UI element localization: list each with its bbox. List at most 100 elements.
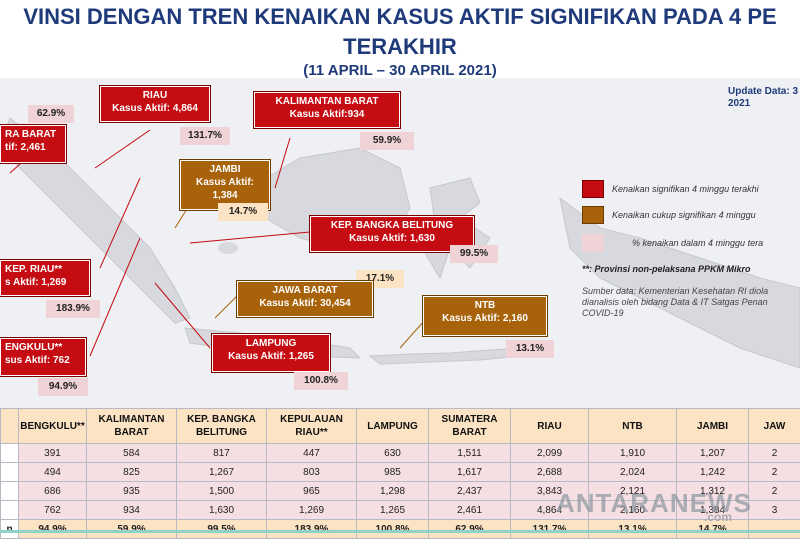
title-line-2: TERAKHIR [0, 34, 800, 60]
callout-lampung: LAMPUNG Kasus Aktif: 1,265 [212, 334, 330, 372]
legend-pink-swatch [582, 234, 604, 252]
table-cell: 1,298 [357, 482, 429, 501]
table-cell: 2 [749, 482, 800, 501]
watermark-sub: .com [704, 510, 732, 524]
table-header-cell: KALIMANTAN BARAT [87, 409, 177, 444]
table-cell [1, 501, 19, 520]
table-cell: 935 [87, 482, 177, 501]
callout-ntb: NTB Kasus Aktif: 2,160 [423, 296, 547, 336]
table-cell: 584 [87, 444, 177, 463]
source-line-3: COVID-19 [582, 308, 768, 319]
callout-sumbar-name: RA BARAT [5, 128, 61, 141]
callout-kalbar-value: Kasus Aktif:934 [259, 108, 395, 121]
table-cell: 1,500 [177, 482, 267, 501]
callout-ntb-value: Kasus Aktif: 2,160 [428, 312, 542, 325]
callout-sumbar: RA BARAT tif: 2,461 [0, 125, 66, 163]
callout-kepri-name: KEP. RIAU** [5, 263, 85, 276]
pct-ntb: 13.1% [506, 340, 554, 358]
callout-bengkulu-name: ENGKULU** [5, 341, 81, 354]
table-cell: 686 [19, 482, 87, 501]
legend-brown-swatch [582, 206, 604, 224]
table-cell: 1,617 [429, 463, 511, 482]
table-cell: 965 [267, 482, 357, 501]
table-cell: 934 [87, 501, 177, 520]
table-cell [1, 463, 19, 482]
update-year: 2021 [728, 98, 798, 110]
table-cell: 2 [749, 444, 800, 463]
table-cell: 94.9% [19, 520, 87, 539]
callout-lampung-name: LAMPUNG [217, 337, 325, 350]
source-line-1: Sumber data: Kementerian Kesehatan RI di… [582, 286, 768, 297]
callout-kepri-value: s Aktif: 1,269 [5, 276, 85, 289]
callout-jambi-value1: Kasus Aktif: [185, 176, 265, 189]
callout-bengkulu-value: sus Aktif: 762 [5, 354, 81, 367]
update-label: Update Data: 3 [728, 86, 798, 98]
source-line-2: dianalisis oleh bidang Data & IT Satgas … [582, 297, 768, 308]
pct-bengkulu: 94.9% [38, 378, 88, 396]
table-cell: 2,437 [429, 482, 511, 501]
callout-riau-name: RIAU [105, 89, 205, 102]
callout-ntb-name: NTB [428, 299, 542, 312]
table-header-cell: JAW [749, 409, 800, 444]
table-cell: 59.9% [87, 520, 177, 539]
callout-bengkulu: ENGKULU** sus Aktif: 762 [0, 338, 86, 376]
table-header-cell: KEP. BANGKA BELITUNG [177, 409, 267, 444]
table-cell: 2,688 [511, 463, 589, 482]
legend-item-3: % kenaikan dalam 4 minggu tera [632, 238, 763, 248]
pct-kalbar: 59.9% [360, 132, 414, 150]
table-header-cell: LAMPUNG [357, 409, 429, 444]
table-cell: 131.7% [511, 520, 589, 539]
table-cell: 2 [749, 463, 800, 482]
callout-jambi-value2: 1,384 [185, 189, 265, 202]
callout-jabar: JAWA BARAT Kasus Aktif: 30,454 [237, 281, 373, 317]
callout-kalbar: KALIMANTAN BARAT Kasus Aktif:934 [254, 92, 400, 128]
callout-jabar-name: JAWA BARAT [242, 284, 368, 297]
legend-item-1: Kenaikan signifikan 4 minggu terakhi [612, 184, 759, 194]
table-header-cell: RIAU [511, 409, 589, 444]
table-cell: 1,267 [177, 463, 267, 482]
table-cell: 1,242 [677, 463, 749, 482]
table-cell: 1,269 [267, 501, 357, 520]
table-cell [1, 444, 19, 463]
callout-lampung-value: Kasus Aktif: 1,265 [217, 350, 325, 363]
table-cell: 803 [267, 463, 357, 482]
table-cell: 13.1% [589, 520, 677, 539]
table-cell: 100.8% [357, 520, 429, 539]
table-cell: 1,207 [677, 444, 749, 463]
table-header-cell [1, 409, 19, 444]
table-cell: 817 [177, 444, 267, 463]
pct-sumbar: 62.9% [28, 105, 74, 123]
title-line-3: (11 APRIL – 30 APRIL 2021) [0, 62, 800, 79]
source-note: Sumber data: Kementerian Kesehatan RI di… [582, 286, 768, 319]
callout-jabar-value: Kasus Aktif: 30,454 [242, 297, 368, 310]
table-cell: 494 [19, 463, 87, 482]
pct-babel: 99.5% [450, 245, 498, 263]
table-cell: 2,461 [429, 501, 511, 520]
table-cell: 447 [267, 444, 357, 463]
table-cell: 1,630 [177, 501, 267, 520]
table-cell: 391 [19, 444, 87, 463]
pct-lampung: 100.8% [294, 372, 348, 390]
table-cell: 762 [19, 501, 87, 520]
callout-kepri: KEP. RIAU** s Aktif: 1,269 [0, 260, 90, 296]
table-cell: 1,511 [429, 444, 511, 463]
legend-item-2: Kenaikan cukup signifikan 4 minggu [612, 210, 756, 220]
table-header-cell: NTB [589, 409, 677, 444]
pct-jambi: 14.7% [218, 203, 268, 221]
callout-babel-name: KEP. BANGKA BELITUNG [315, 219, 469, 232]
table-cell: 2,099 [511, 444, 589, 463]
callout-sumbar-value: tif: 2,461 [5, 141, 61, 154]
update-date: Update Data: 3 2021 [728, 86, 798, 110]
callout-kalbar-name: KALIMANTAN BARAT [259, 95, 395, 108]
legend-note: **: Provinsi non-pelaksana PPKM Mikro [582, 264, 751, 275]
table-header-cell: SUMATERA BARAT [429, 409, 511, 444]
callout-riau-value: Kasus Aktif: 4,864 [105, 102, 205, 115]
title-line-1: VINSI DENGAN TREN KENAIKAN KASUS AKTIF S… [0, 4, 800, 30]
table-cell: 1,910 [589, 444, 677, 463]
table-header-cell: KEPULAUAN RIAU** [267, 409, 357, 444]
table-cell: 99.5% [177, 520, 267, 539]
table-header-cell: JAMBI [677, 409, 749, 444]
